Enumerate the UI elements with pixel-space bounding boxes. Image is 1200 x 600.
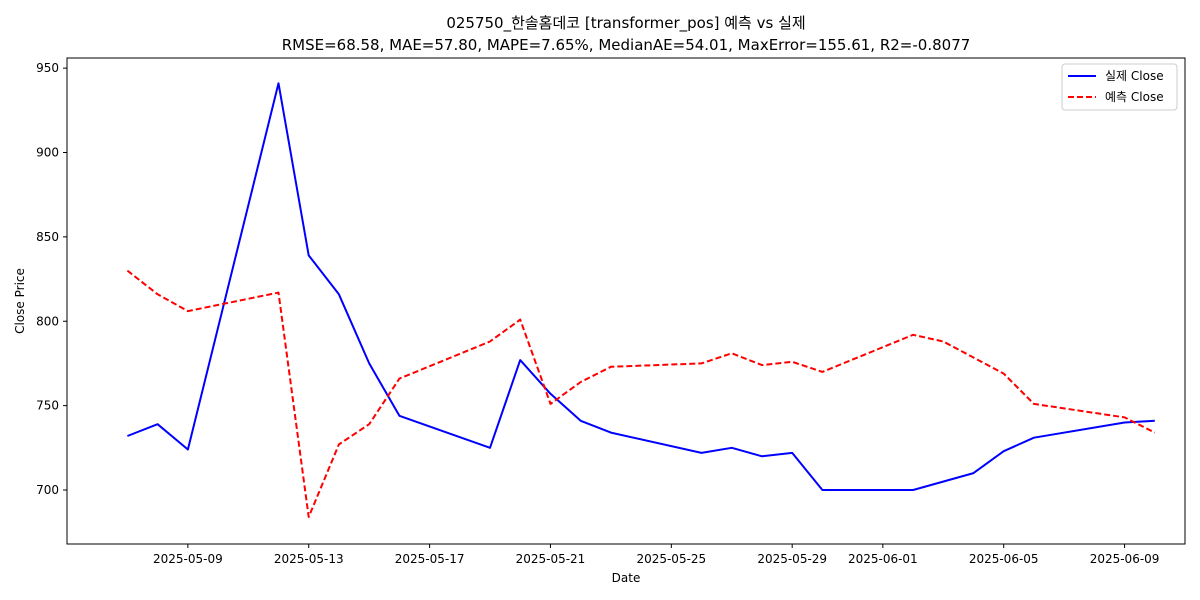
y-tick-label: 850 [36, 230, 59, 244]
legend: 실제 Close 예측 Close [1061, 63, 1178, 111]
chart-subtitle: RMSE=68.58, MAE=57.80, MAPE=7.65%, Media… [282, 36, 971, 54]
data-point-actual-10 [548, 391, 553, 396]
data-point-actual-17 [820, 488, 825, 493]
data-point-predicted-7 [397, 376, 402, 381]
x-tick-label: 2025-06-01 [848, 552, 918, 566]
data-point-actual-9 [518, 358, 523, 363]
data-point-actual-0 [125, 434, 130, 439]
data-point-actual-4 [306, 253, 311, 258]
data-point-predicted-8 [488, 339, 493, 344]
data-point-actual-22 [1122, 420, 1127, 425]
data-point-predicted-4 [306, 515, 311, 520]
x-tick-label: 2025-05-29 [757, 552, 827, 566]
data-point-actual-20 [1001, 449, 1006, 454]
series-line-actual [127, 82, 1155, 491]
y-axis: 700 750 800 850 900 950 [36, 61, 67, 497]
data-point-predicted-19 [941, 339, 946, 344]
y-tick-label: 700 [36, 483, 59, 497]
y-tick-label: 950 [36, 61, 59, 75]
data-point-predicted-6 [367, 422, 372, 427]
data-point-actual-6 [367, 361, 372, 366]
data-point-predicted-22 [1122, 415, 1127, 420]
data-point-predicted-23 [1152, 430, 1157, 435]
x-tick-label: 2025-05-25 [636, 552, 706, 566]
data-point-actual-7 [397, 413, 402, 418]
data-point-actual-11 [578, 418, 583, 423]
x-tick-label: 2025-05-13 [274, 552, 344, 566]
data-point-actual-1 [155, 422, 160, 427]
data-point-predicted-2 [185, 309, 190, 314]
data-point-predicted-15 [760, 363, 765, 368]
x-tick-label: 2025-05-21 [516, 552, 586, 566]
data-point-predicted-10 [548, 401, 553, 406]
x-tick-label: 2025-05-17 [395, 552, 465, 566]
legend-label-predicted: 예측 Close [1105, 90, 1164, 104]
x-axis: 2025-05-09 2025-05-13 2025-05-17 2025-05-21… [153, 544, 1159, 566]
x-axis-label: Date [612, 571, 641, 585]
data-point-actual-16 [790, 450, 795, 455]
y-tick-label: 900 [36, 146, 59, 160]
data-point-actual-13 [699, 450, 704, 455]
y-tick-label: 750 [36, 399, 59, 413]
data-point-actual-3 [276, 81, 281, 86]
data-point-predicted-17 [820, 369, 825, 374]
series-line-predicted [126, 269, 1156, 518]
data-point-predicted-20 [1001, 371, 1006, 376]
data-point-actual-2 [185, 447, 190, 452]
data-point-predicted-21 [1031, 401, 1036, 406]
series-layer [125, 81, 1157, 520]
data-point-predicted-9 [518, 317, 523, 322]
data-point-actual-18 [911, 488, 916, 493]
data-point-actual-5 [336, 292, 341, 297]
data-point-actual-14 [729, 445, 734, 450]
data-point-predicted-14 [729, 351, 734, 356]
data-point-actual-21 [1031, 435, 1036, 440]
data-point-predicted-5 [336, 442, 341, 447]
legend-label-actual: 실제 Close [1105, 69, 1164, 83]
y-axis-label: Close Price [13, 268, 27, 334]
data-point-predicted-1 [155, 292, 160, 297]
plot-area-frame [66, 57, 1186, 545]
data-point-predicted-0 [125, 268, 130, 273]
data-point-predicted-11 [578, 380, 583, 385]
x-tick-label: 2025-06-05 [969, 552, 1039, 566]
data-point-predicted-12 [608, 364, 613, 369]
data-point-predicted-13 [699, 361, 704, 366]
data-point-predicted-16 [790, 359, 795, 364]
data-point-actual-8 [488, 445, 493, 450]
data-point-actual-12 [608, 430, 613, 435]
x-tick-label: 2025-06-09 [1090, 552, 1160, 566]
data-point-predicted-18 [911, 332, 916, 337]
chart-title: 025750_한솔홈데코 [transformer_pos] 예측 vs 실제 [446, 14, 805, 33]
y-tick-label: 800 [36, 314, 59, 328]
data-point-predicted-3 [276, 290, 281, 295]
x-tick-label: 2025-05-09 [153, 552, 223, 566]
data-point-actual-19 [971, 471, 976, 476]
data-point-actual-15 [760, 454, 765, 459]
data-point-actual-23 [1152, 418, 1157, 423]
